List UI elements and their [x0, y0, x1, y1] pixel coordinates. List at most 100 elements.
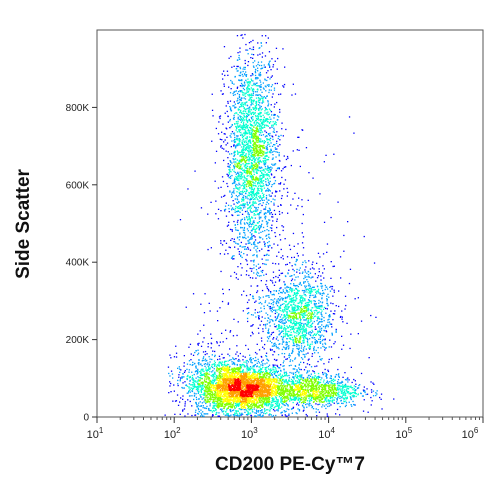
event-dot — [246, 156, 248, 159]
event-dot — [252, 46, 255, 48]
event-dot — [230, 359, 232, 361]
event-dot — [200, 415, 202, 417]
event-dot — [245, 141, 248, 144]
event-dot — [317, 377, 319, 379]
event-dot — [271, 145, 274, 147]
event-dot — [308, 405, 310, 407]
event-dot — [259, 203, 261, 205]
event-dot — [311, 341, 313, 343]
event-dot — [233, 118, 235, 120]
event-dot — [318, 299, 320, 302]
event-dot — [234, 93, 236, 96]
event-dot — [233, 271, 236, 274]
event-dot — [261, 248, 263, 250]
event-dot — [278, 116, 280, 118]
event-dot — [209, 361, 211, 363]
event-dot — [234, 246, 236, 248]
event-dot — [314, 365, 316, 368]
event-dot — [350, 398, 352, 401]
event-dot — [240, 204, 242, 206]
event-dot — [320, 313, 322, 315]
event-dot — [238, 251, 240, 253]
event-dot — [242, 104, 244, 106]
event-dot — [320, 305, 322, 307]
event-dot — [260, 310, 263, 312]
event-dot — [249, 133, 251, 135]
event-dot — [232, 92, 234, 95]
event-dot — [251, 188, 253, 190]
event-dot — [267, 221, 269, 224]
event-dot — [249, 81, 252, 83]
event-dot — [330, 404, 332, 406]
event-dot — [285, 334, 287, 336]
event-dot — [237, 243, 240, 245]
event-dot — [283, 404, 285, 406]
event-dot — [260, 225, 262, 227]
event-dot — [341, 388, 343, 390]
event-dot — [261, 171, 263, 174]
event-dot — [372, 390, 375, 392]
event-dot — [287, 304, 289, 306]
event-dot — [286, 297, 288, 299]
event-dot — [269, 116, 271, 118]
event-dot — [223, 133, 225, 135]
event-dot — [248, 136, 251, 138]
event-dot — [281, 225, 283, 227]
event-dot — [285, 300, 287, 302]
event-dot — [240, 112, 242, 114]
event-dot — [243, 177, 246, 179]
event-dot — [262, 101, 265, 103]
event-dot — [239, 74, 241, 77]
event-dot — [255, 116, 257, 118]
event-dot — [246, 301, 249, 304]
event-dot — [236, 59, 239, 61]
event-dot — [325, 307, 327, 310]
event-dot — [284, 317, 287, 319]
event-dot — [309, 296, 311, 299]
event-dot — [273, 337, 275, 339]
event-dot — [260, 210, 262, 212]
event-dot — [264, 130, 266, 132]
event-dot — [318, 307, 320, 309]
event-dot — [229, 331, 231, 333]
event-dot — [241, 175, 243, 178]
event-dot — [294, 399, 296, 401]
event-dot — [334, 379, 336, 381]
event-dot — [314, 341, 316, 343]
event-dot — [233, 114, 235, 117]
event-dot — [308, 358, 310, 360]
event-dot — [236, 159, 238, 161]
event-dot — [236, 135, 238, 137]
event-dot — [204, 358, 207, 360]
event-dot — [239, 90, 241, 92]
event-dot — [352, 400, 354, 403]
event-dot — [207, 213, 209, 215]
event-dot — [246, 112, 248, 115]
event-dot — [252, 358, 254, 360]
event-dot — [200, 373, 203, 375]
event-dot — [252, 61, 254, 64]
event-dot — [260, 42, 262, 44]
event-dot — [250, 211, 252, 213]
event-dot — [203, 394, 205, 396]
event-dot — [240, 223, 242, 225]
event-dot — [187, 374, 189, 377]
event-dot — [218, 121, 220, 123]
event-dot — [255, 214, 257, 216]
event-dot — [267, 187, 269, 190]
event-dot — [294, 344, 296, 347]
event-dot — [175, 352, 178, 354]
event-dot — [282, 85, 284, 87]
event-dot — [257, 101, 260, 103]
event-dot — [244, 232, 246, 234]
event-dot — [263, 140, 266, 142]
event-dot — [269, 170, 272, 172]
event-dot — [306, 337, 308, 339]
event-dot — [289, 355, 291, 357]
event-dot — [170, 357, 172, 359]
event-dot — [363, 390, 365, 392]
event-dot — [257, 61, 260, 63]
event-dot — [184, 403, 186, 405]
event-dot — [252, 210, 254, 213]
event-dot — [238, 195, 240, 197]
